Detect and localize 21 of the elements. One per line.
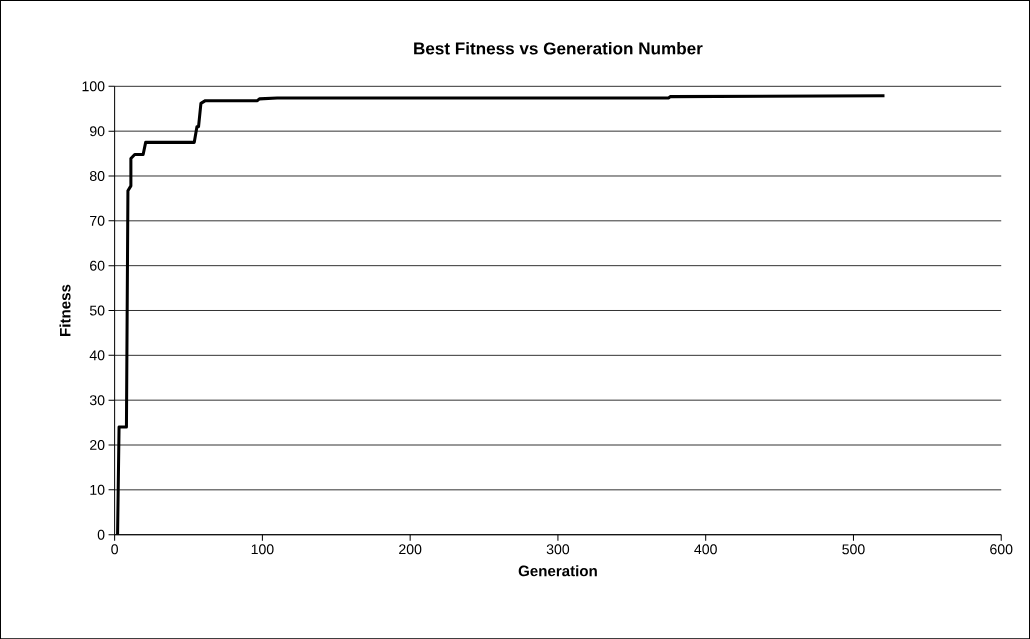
x-axis-title: Generation bbox=[518, 565, 597, 577]
y-tick-label: 80 bbox=[89, 170, 105, 181]
x-tick-label: 600 bbox=[990, 544, 1013, 555]
y-tick-label: 50 bbox=[89, 305, 105, 316]
x-tick-label: 300 bbox=[546, 544, 570, 555]
y-tick-label: 70 bbox=[90, 215, 105, 226]
y-tick-label: 10 bbox=[90, 484, 105, 495]
x-tick-label: 0 bbox=[111, 544, 118, 555]
y-tick-label: 20 bbox=[90, 439, 105, 450]
y-axis-title: Fitness bbox=[59, 284, 71, 336]
x-tick-label: 400 bbox=[694, 544, 717, 555]
y-tick-label: 90 bbox=[90, 126, 105, 137]
y-tick-label: 40 bbox=[89, 350, 105, 361]
x-tick-label: 200 bbox=[399, 544, 422, 555]
x-tick-label: 100 bbox=[251, 544, 274, 555]
chart-title: Best Fitness vs Generation Number bbox=[414, 41, 703, 55]
y-tick-label: 100 bbox=[82, 81, 105, 92]
y-tick-label: 0 bbox=[97, 529, 105, 540]
y-tick-label: 60 bbox=[90, 260, 105, 271]
y-tick-label: 30 bbox=[89, 395, 105, 406]
x-tick-label: 500 bbox=[842, 544, 865, 555]
